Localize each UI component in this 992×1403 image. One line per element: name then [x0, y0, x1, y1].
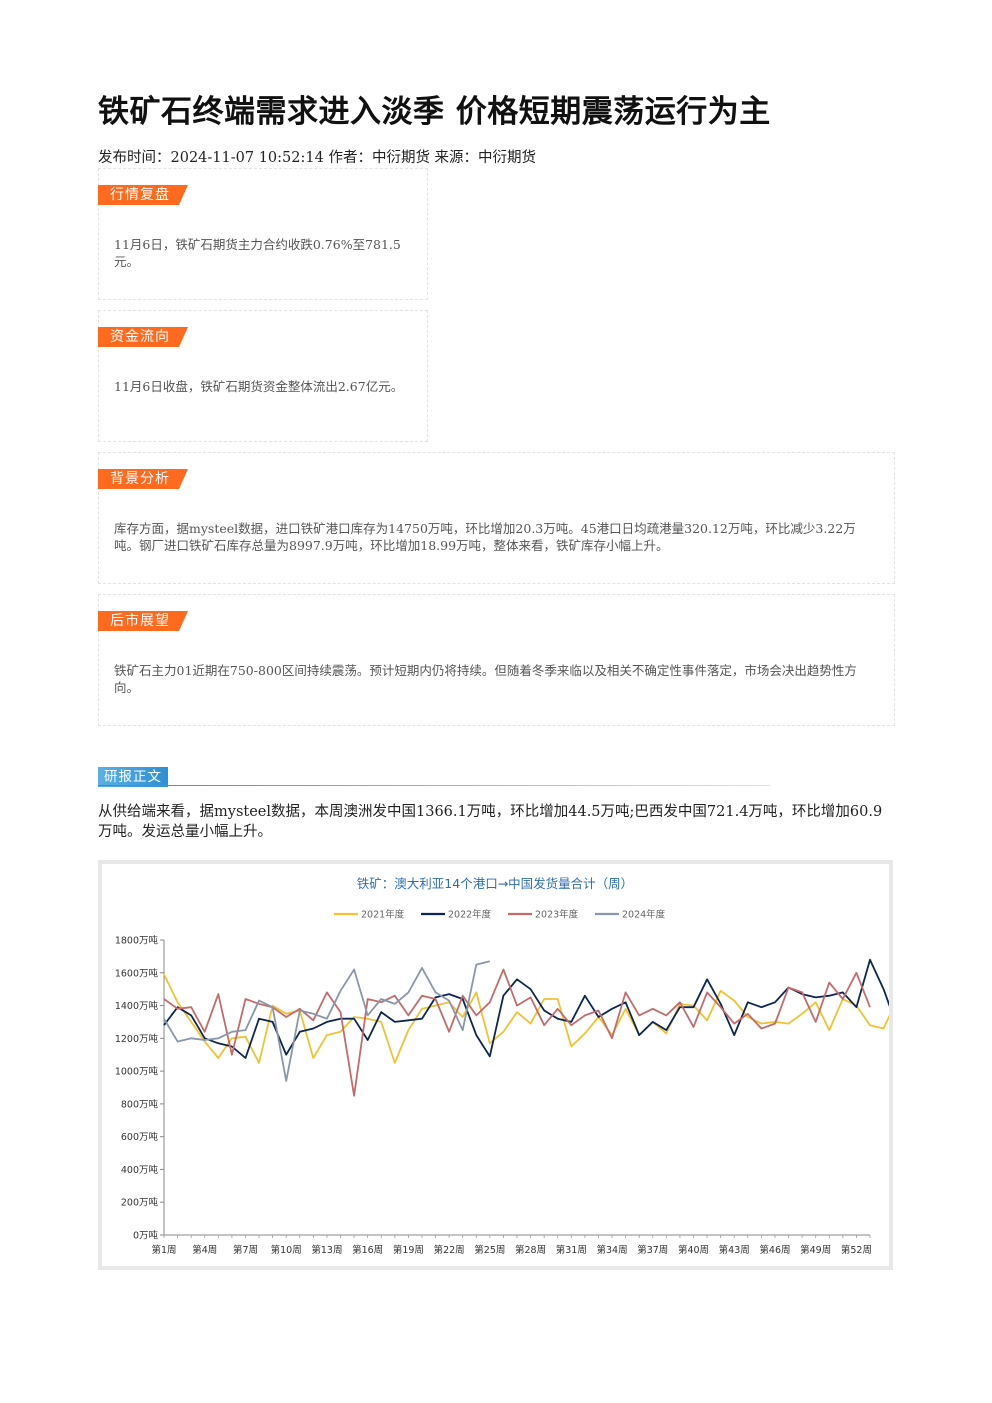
y-tick-label: 400万吨 — [121, 1164, 159, 1176]
y-tick-label: 0万吨 — [133, 1230, 159, 1242]
x-tick-label: 第13周 — [311, 1244, 342, 1256]
y-tick-label: 1800万吨 — [115, 935, 159, 947]
x-tick-label: 第10周 — [271, 1244, 302, 1256]
section-text-fund-flow: 11月6日收盘，铁矿石期货资金整体流出2.67亿元。 — [114, 379, 404, 394]
report-tag: 研报正文 — [98, 767, 168, 787]
series-line-2022年度 — [163, 958, 899, 1059]
y-tick-label: 200万吨 — [121, 1197, 159, 1209]
y-tick-label: 600万吨 — [121, 1131, 159, 1143]
x-tick-label: 第34周 — [596, 1244, 627, 1256]
chart-axes: 0万吨 200万吨 400万吨 600万吨 800万吨 1000万吨 1200万吨 1400万… — [115, 935, 872, 1257]
x-tick-label: 第19周 — [393, 1244, 424, 1256]
section-market-review: 行情复盘 11月6日，铁矿石期货主力合约收跌0.76%至781.5元。 — [98, 168, 428, 300]
section-background: 背景分析 库存方面，据mysteel数据，进口铁矿港口库存为14750万吨，环比… — [98, 452, 895, 584]
x-tick-label: 第28周 — [515, 1244, 546, 1256]
chart-title: 铁矿：澳大利亚14个港口→中国发货量合计（周） — [357, 876, 633, 891]
x-tick-label: 第49周 — [800, 1244, 831, 1256]
report-text: 从供给端来看，据mysteel数据，本周澳洲发中国1366.1万吨，环比增加44… — [98, 804, 883, 840]
section-text-market-review: 11月6日，铁矿石期货主力合约收跌0.76%至781.5元。 — [114, 237, 401, 269]
legend-label: 2022年度 — [448, 909, 492, 921]
series-line-2023年度 — [163, 968, 871, 1097]
x-tick-label: 第46周 — [759, 1244, 790, 1256]
x-tick-label: 第52周 — [841, 1244, 872, 1256]
x-tick-label: 第37周 — [637, 1244, 668, 1256]
x-tick-label: 第1周 — [151, 1244, 176, 1256]
section-outlook: 后市展望 铁矿石主力01近期在750-800区间持续震荡。预计短期内仍将持续。但… — [98, 594, 895, 726]
article-meta: 发布时间：2024-11-07 10:52:14 作者：中衍期货 来源：中衍期货 — [98, 150, 537, 166]
article-title: 铁矿石终端需求进入淡季 价格短期震荡运行为主 — [98, 94, 771, 130]
x-tick-label: 第22周 — [434, 1244, 465, 1256]
y-tick-label: 1000万吨 — [115, 1066, 159, 1078]
legend-label: 2023年度 — [535, 909, 579, 921]
section-tag-fund-flow: 资金流向 — [98, 327, 188, 347]
chart-frame: 铁矿：澳大利亚14个港口→中国发货量合计（周） 2021年度 2022年度 2023… — [98, 860, 912, 1270]
x-tick-label: 第31周 — [556, 1244, 587, 1256]
section-tag-market-review: 行情复盘 — [98, 185, 188, 205]
section-text-background: 库存方面，据mysteel数据，进口铁矿港口库存为14750万吨，环比增加20.… — [114, 521, 856, 553]
y-tick-label: 1600万吨 — [115, 967, 159, 979]
x-tick-label: 第4周 — [192, 1244, 217, 1256]
section-tag-background: 背景分析 — [98, 469, 188, 489]
y-tick-label: 1400万吨 — [115, 1000, 159, 1012]
x-tick-label: 第7周 — [233, 1244, 258, 1256]
series-line-2021年度 — [163, 974, 912, 1064]
x-tick-label: 第16周 — [352, 1244, 383, 1256]
x-tick-label: 第25周 — [474, 1244, 505, 1256]
shipment-line-chart: 铁矿：澳大利亚14个港口→中国发货量合计（周） 2021年度 2022年度 2023… — [115, 876, 912, 1257]
x-tick-label: 第40周 — [678, 1244, 709, 1256]
y-tick-label: 800万吨 — [121, 1098, 159, 1110]
series-line-2024年度 — [163, 960, 491, 1082]
section-fund-flow: 资金流向 11月6日收盘，铁矿石期货资金整体流出2.67亿元。 — [98, 310, 428, 442]
legend-label: 2021年度 — [361, 909, 405, 921]
section-text-outlook: 铁矿石主力01近期在750-800区间持续震荡。预计短期内仍将持续。但随着冬季来… — [114, 663, 857, 695]
chart-legend: 2021年度 2022年度 2023年度 2024年度 — [334, 909, 666, 921]
legend-label: 2024年度 — [622, 909, 666, 921]
section-tag-outlook: 后市展望 — [98, 611, 188, 631]
report-divider — [98, 785, 770, 786]
chart-series — [163, 958, 912, 1097]
y-tick-label: 1200万吨 — [115, 1033, 159, 1045]
x-tick-label: 第43周 — [719, 1244, 750, 1256]
